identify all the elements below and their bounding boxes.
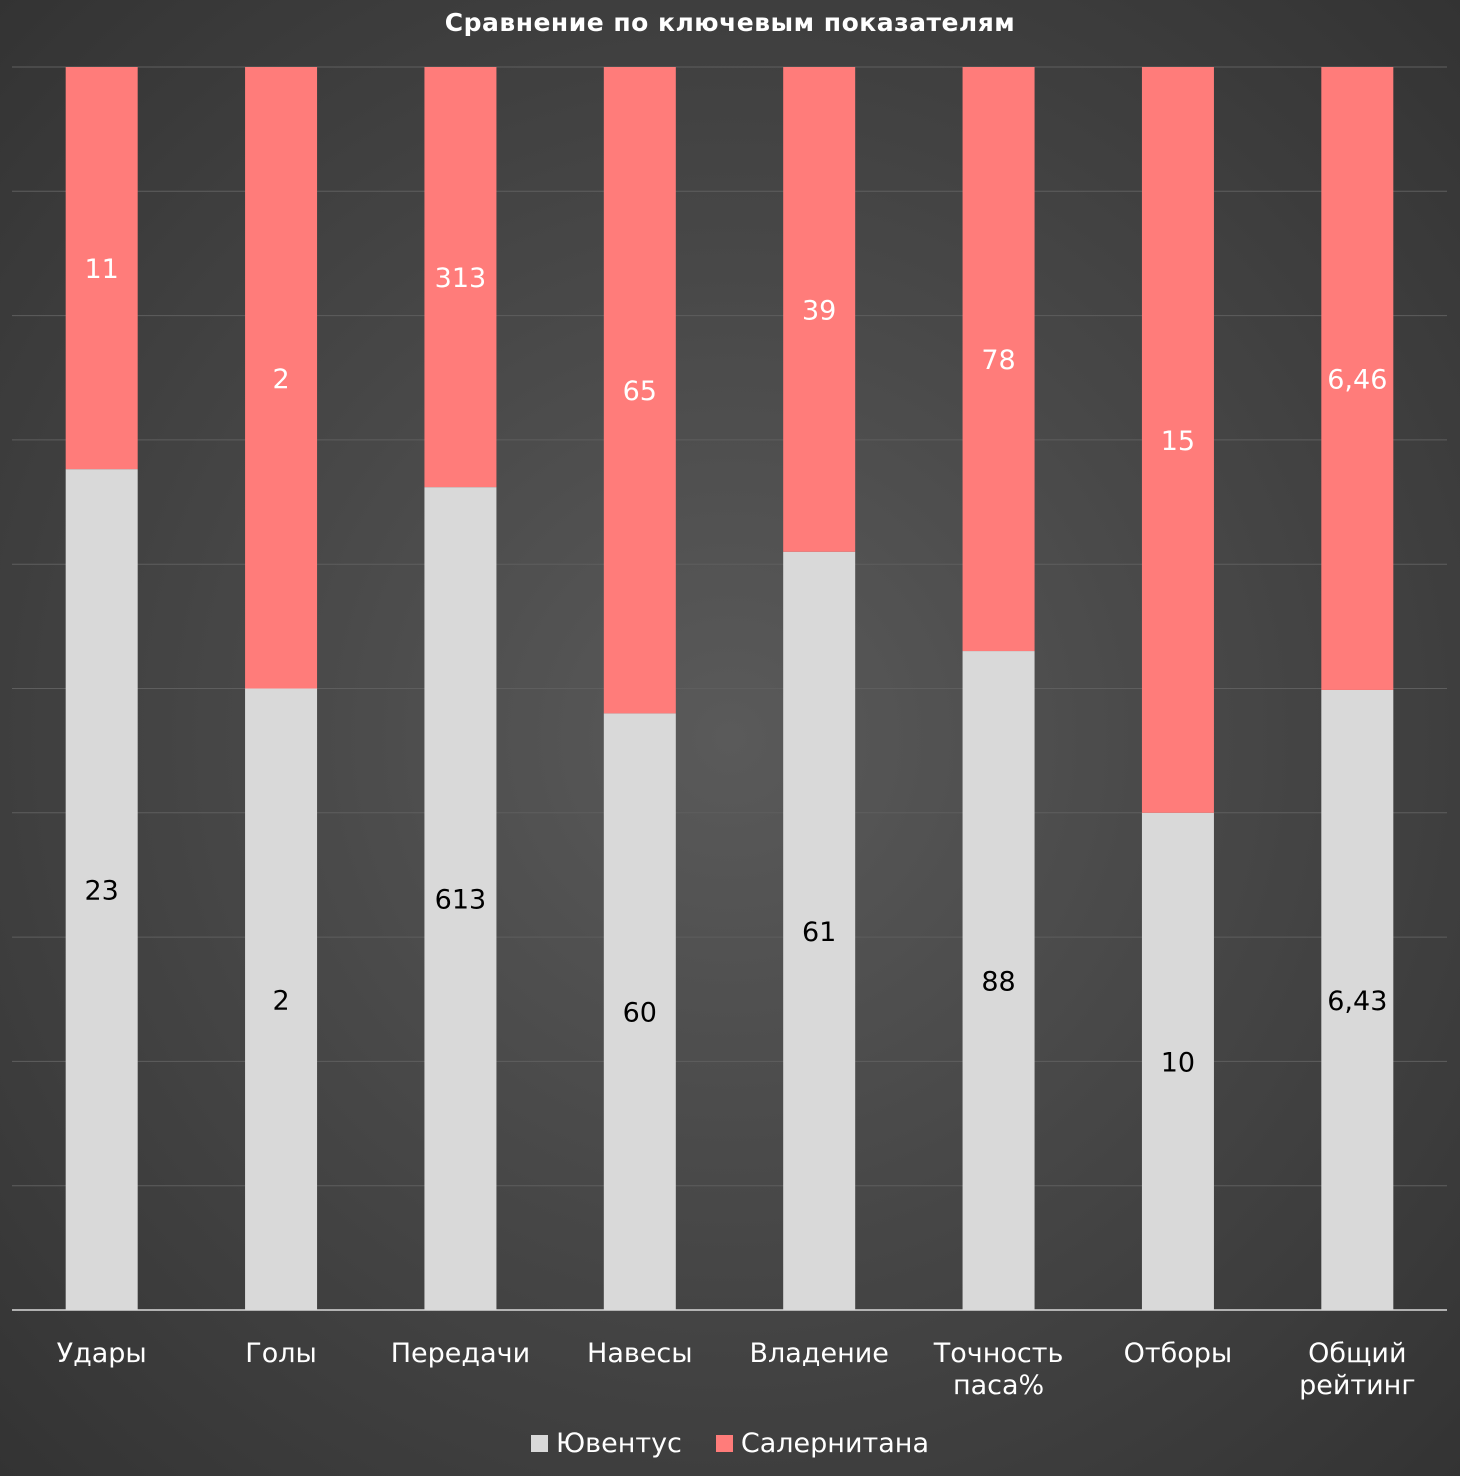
data-label-salernitana-0: 11 — [85, 254, 119, 285]
data-label-salernitana-1: 2 — [272, 364, 289, 395]
data-label-juventus-2: 613 — [435, 885, 487, 916]
data-label-juventus-5: 88 — [981, 967, 1015, 998]
bar-salernitana-1 — [245, 67, 318, 689]
x-tick-label-3: Навесы — [587, 1338, 693, 1369]
bar-salernitana-3 — [603, 67, 676, 714]
x-tick-label-7: Общий рейтинг — [1299, 1338, 1415, 1401]
x-tick-label-1: Голы — [245, 1338, 317, 1369]
bar-juventus-7 — [1321, 689, 1394, 1310]
data-label-juventus-7: 6,43 — [1327, 986, 1387, 1017]
bar-salernitana-7 — [1321, 67, 1394, 690]
bar-juventus-0 — [65, 469, 138, 1310]
legend: Ювентус Салернитана — [0, 1428, 1460, 1459]
legend-item-salernitana: Салернитана — [715, 1428, 929, 1459]
legend-swatch-salernitana — [715, 1435, 733, 1452]
bar-juventus-6 — [1141, 812, 1214, 1310]
legend-item-juventus: Ювентус — [531, 1428, 682, 1459]
bar-juventus-5 — [962, 651, 1035, 1310]
x-tick-label-5: Точность паса% — [933, 1338, 1064, 1401]
bar-juventus-2 — [424, 487, 497, 1310]
bar-salernitana-0 — [65, 67, 138, 470]
data-label-salernitana-5: 78 — [981, 345, 1015, 376]
bars — [65, 67, 1394, 1310]
x-tick-label-0: Удары — [57, 1338, 147, 1369]
data-label-salernitana-2: 313 — [435, 263, 487, 294]
data-label-salernitana-4: 39 — [802, 295, 836, 326]
x-tick-label-6: Отборы — [1124, 1338, 1233, 1369]
bar-salernitana-4 — [783, 67, 856, 552]
data-label-juventus-3: 60 — [623, 998, 657, 1029]
chart-title: Сравнение по ключевым показателям — [444, 8, 1016, 37]
bar-salernitana-5 — [962, 67, 1035, 652]
data-label-juventus-1: 2 — [272, 985, 289, 1016]
gridlines — [12, 66, 1447, 1311]
data-label-juventus-0: 23 — [85, 876, 119, 907]
bar-salernitana-2 — [424, 67, 497, 488]
data-labels: 23 11 2 2 613 313 60 65 61 39 88 78 10 15 6,43 6,46 — [85, 254, 1388, 1078]
x-tick-labels: Удары Голы Передачи Навесы Владение Точность п… — [57, 1338, 1416, 1401]
data-label-juventus-4: 61 — [802, 917, 836, 948]
x-tick-label-2: Передачи — [391, 1338, 530, 1369]
legend-label-juventus: Ювентус — [556, 1428, 682, 1459]
legend-swatch-juventus — [531, 1435, 549, 1452]
data-label-salernitana-6: 15 — [1161, 426, 1195, 457]
bar-juventus-3 — [603, 713, 676, 1310]
bar-salernitana-6 — [1141, 67, 1214, 813]
x-tick-label-4: Владение — [749, 1338, 888, 1369]
data-label-salernitana-7: 6,46 — [1327, 364, 1387, 395]
data-label-juventus-6: 10 — [1161, 1047, 1195, 1078]
bar-juventus-1 — [245, 688, 318, 1310]
legend-label-salernitana: Салернитана — [740, 1428, 929, 1459]
data-label-salernitana-3: 65 — [623, 376, 657, 407]
bar-juventus-4 — [783, 551, 856, 1310]
